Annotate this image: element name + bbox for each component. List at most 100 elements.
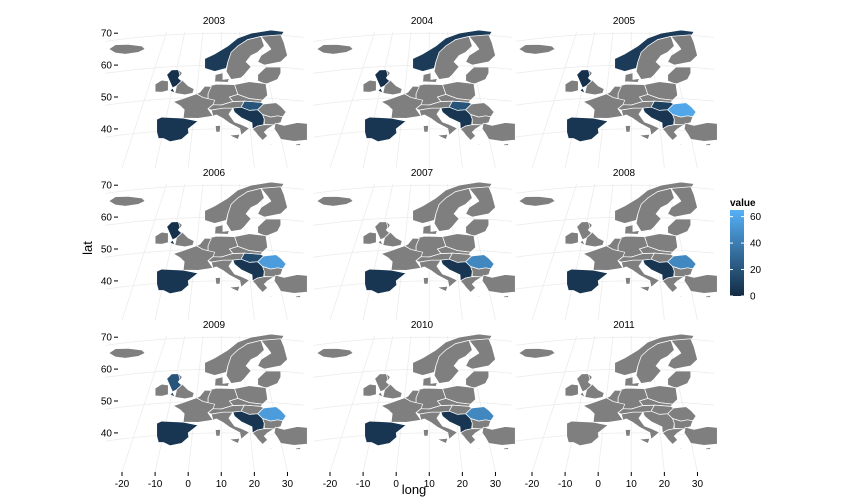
region-bulgaria xyxy=(672,113,694,126)
y-tick-label: 40 xyxy=(101,276,113,287)
region-finland xyxy=(465,34,496,66)
graticule-meridian xyxy=(154,31,186,169)
region-denmark xyxy=(624,376,641,387)
x-tick-label: 30 xyxy=(282,479,294,490)
region-greece xyxy=(661,276,686,293)
region-turkey xyxy=(481,274,516,294)
facet-panel-2010: 2010 -20 -10 0 10 20 30 xyxy=(313,320,516,490)
region-iceland xyxy=(108,348,146,359)
region-czsk xyxy=(638,246,674,255)
region-sicily xyxy=(435,437,449,444)
y-tick-label: 50 xyxy=(101,93,113,104)
region-turkey xyxy=(273,274,308,294)
region-iceland xyxy=(518,196,556,207)
region-italy xyxy=(418,259,459,288)
facet-panel-2005: 2005 xyxy=(515,16,718,169)
region-sweden xyxy=(635,187,675,232)
region-iceland xyxy=(518,348,556,359)
region-ireland xyxy=(362,231,377,245)
facet-strip-label: 2010 xyxy=(411,320,434,331)
y-tick-label: 40 xyxy=(101,428,113,439)
region-bulgaria xyxy=(470,113,492,126)
region-sweden xyxy=(635,35,675,80)
graticule-parallel xyxy=(515,280,715,290)
region-ireland xyxy=(564,383,579,397)
x-tick-label: 20 xyxy=(659,479,671,490)
region-iceland xyxy=(108,196,146,207)
region-italy xyxy=(210,411,251,440)
facet-panel-2004: 2004 xyxy=(313,16,516,169)
y-axis-title: lat xyxy=(80,241,95,255)
x-tick-label: -20 xyxy=(525,479,540,490)
region-sardinia xyxy=(214,429,221,437)
region-iberia xyxy=(364,420,407,447)
region-finland xyxy=(465,338,496,370)
region-iberia xyxy=(156,116,199,143)
graticule-meridian xyxy=(564,183,596,321)
region-denmark xyxy=(624,72,641,83)
facet-strip-label: 2011 xyxy=(613,320,635,331)
facet-strip-label: 2008 xyxy=(613,168,636,179)
facet-strip-label: 2007 xyxy=(411,168,434,179)
x-tick-label: 10 xyxy=(424,479,436,490)
region-finland xyxy=(667,338,698,370)
region-turkey xyxy=(481,122,516,142)
region-iberia xyxy=(156,420,199,447)
region-czsk xyxy=(436,94,472,103)
graticule-meridian xyxy=(329,183,376,321)
y-tick-label: 60 xyxy=(101,365,113,376)
region-denmark xyxy=(214,376,231,387)
region-turkey xyxy=(481,426,516,446)
region-finland xyxy=(257,34,288,66)
graticule-meridian xyxy=(154,335,186,473)
y-tick-label: 60 xyxy=(101,61,113,72)
graticule-parallel xyxy=(313,280,513,290)
region-sweden xyxy=(635,339,675,384)
graticule-parallel xyxy=(105,432,305,442)
y-tick-label: 50 xyxy=(101,397,113,408)
region-ireland xyxy=(154,231,169,245)
x-tick-label: 0 xyxy=(393,479,399,490)
facet-panel-2008: 2008 xyxy=(515,168,718,321)
legend-tick-label: 20 xyxy=(750,265,762,276)
region-iceland xyxy=(316,196,354,207)
region-ireland xyxy=(362,79,377,93)
region-czsk xyxy=(436,246,472,255)
region-finland xyxy=(257,186,288,218)
graticule-meridian xyxy=(121,31,168,169)
region-denmark xyxy=(422,72,439,83)
region-iberia xyxy=(364,268,407,295)
region-iceland xyxy=(518,44,556,55)
y-tick-label: 60 xyxy=(101,213,113,224)
graticule-meridian xyxy=(362,31,394,169)
graticule-meridian xyxy=(564,335,596,473)
region-iceland xyxy=(108,44,146,55)
region-cyprus xyxy=(294,446,303,450)
legend-title: value xyxy=(730,198,756,209)
region-uk_east xyxy=(174,68,195,96)
graticule-meridian xyxy=(362,335,394,473)
region-finland xyxy=(257,338,288,370)
graticule-meridian xyxy=(121,183,168,321)
region-sweden xyxy=(433,187,473,232)
legend: value 0 20 40 60 xyxy=(730,198,762,303)
region-ireland xyxy=(154,79,169,93)
region-crete xyxy=(675,447,686,450)
facet-strip-label: 2005 xyxy=(613,16,636,27)
region-cyprus xyxy=(704,294,713,298)
region-baltics xyxy=(465,66,490,85)
region-denmark xyxy=(214,224,231,235)
region-sardinia xyxy=(624,277,631,285)
x-tick-label: 30 xyxy=(490,479,502,490)
region-iberia xyxy=(156,268,199,295)
region-bulgaria xyxy=(672,417,694,430)
region-greece xyxy=(459,428,484,445)
region-crete xyxy=(473,143,484,146)
region-greece xyxy=(251,428,276,445)
region-bulgaria xyxy=(672,265,694,278)
region-czsk xyxy=(436,398,472,407)
region-baltics xyxy=(257,218,282,237)
region-bulgaria xyxy=(470,417,492,430)
graticule-meridian xyxy=(531,183,578,321)
region-greece xyxy=(251,276,276,293)
